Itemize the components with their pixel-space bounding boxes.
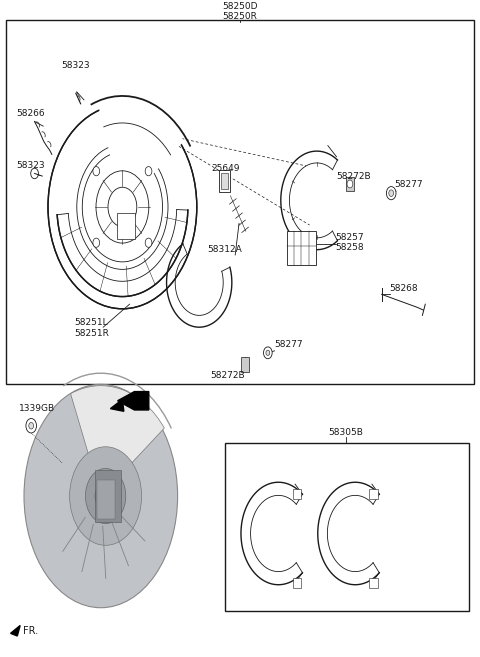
Circle shape [347, 180, 353, 188]
Ellipse shape [24, 384, 178, 608]
Bar [118, 212, 135, 238]
Circle shape [93, 238, 100, 247]
Polygon shape [118, 392, 149, 410]
Bar [95, 470, 121, 522]
Text: 58277: 58277 [395, 180, 423, 189]
Bar [287, 231, 316, 265]
Circle shape [386, 187, 396, 200]
Circle shape [31, 168, 38, 179]
Circle shape [266, 350, 270, 355]
Text: 1339GB: 1339GB [19, 403, 55, 413]
Text: 25649: 25649 [211, 164, 240, 173]
Bar [221, 173, 228, 189]
Bar [219, 170, 230, 192]
Text: 58268: 58268 [390, 284, 419, 293]
Bar [6, 20, 474, 384]
Wedge shape [71, 386, 164, 496]
Text: FR.: FR. [23, 625, 38, 636]
Text: 58250R: 58250R [223, 12, 257, 21]
Text: 58257: 58257 [335, 233, 364, 242]
Circle shape [26, 419, 36, 433]
Circle shape [82, 152, 163, 262]
Text: 58272B: 58272B [336, 172, 371, 181]
Text: 58323: 58323 [61, 60, 90, 70]
Circle shape [389, 190, 394, 196]
Circle shape [93, 167, 100, 176]
Circle shape [77, 145, 168, 269]
Circle shape [145, 238, 152, 247]
Bar [97, 480, 115, 519]
Text: 58305B: 58305B [328, 428, 363, 437]
Circle shape [145, 167, 152, 176]
Circle shape [264, 347, 272, 359]
Bar [346, 177, 354, 191]
Text: 58277: 58277 [275, 340, 303, 349]
Bar [293, 489, 301, 499]
Wedge shape [98, 100, 184, 207]
Circle shape [85, 468, 126, 524]
Circle shape [29, 422, 34, 429]
Text: 58312A: 58312A [207, 244, 242, 254]
Circle shape [70, 447, 142, 545]
Circle shape [108, 187, 137, 227]
Circle shape [96, 171, 149, 243]
Text: 58266: 58266 [16, 109, 45, 118]
Bar [225, 443, 469, 611]
Text: 58251R: 58251R [74, 328, 109, 338]
Bar [370, 578, 378, 588]
Text: 58251L: 58251L [74, 318, 108, 327]
Circle shape [95, 482, 116, 510]
Text: 58272B: 58272B [211, 371, 245, 380]
Bar [370, 489, 378, 499]
Polygon shape [110, 399, 124, 411]
Text: 58323: 58323 [16, 160, 45, 170]
Bar [241, 357, 249, 372]
Text: 58250D: 58250D [222, 1, 258, 11]
Polygon shape [11, 625, 20, 636]
Text: 58258: 58258 [335, 243, 364, 252]
Circle shape [48, 105, 197, 309]
Bar [293, 578, 301, 588]
